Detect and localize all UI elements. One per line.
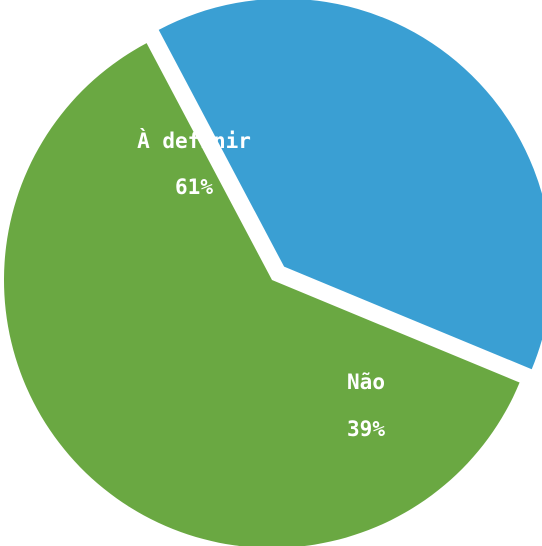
slice-value-nao: 39% [347,417,385,441]
slice-label-nao: Não [347,370,385,394]
slice-label-a-definir: À definir [137,128,251,153]
pie-slice-nao [158,0,542,370]
slices-layer [4,0,542,546]
labels-layer: À definir 61% Não 39% [137,128,385,441]
slice-value-a-definir: 61% [175,175,213,199]
pie-slice-a-definir [4,43,520,546]
